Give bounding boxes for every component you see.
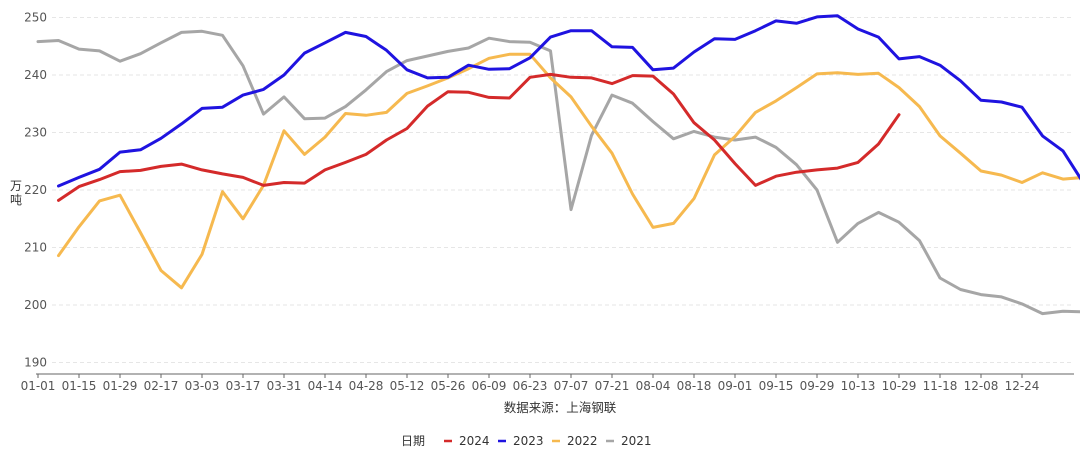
grid-layer <box>52 18 1074 363</box>
x-tick-label: 10-13 <box>841 379 876 393</box>
x-tick-label: 09-15 <box>759 379 794 393</box>
x-tick-label: 03-17 <box>226 379 261 393</box>
x-tick-label: 01-01 <box>21 379 56 393</box>
legend: 日期 2024 2023 2022 2021 <box>401 434 652 448</box>
series-line-2023 <box>59 16 1080 186</box>
x-tick-label: 11-18 <box>923 379 958 393</box>
y-tick-label: 210 <box>24 241 47 255</box>
y-tick-label: 250 <box>24 11 47 25</box>
series-line-2024 <box>59 74 900 200</box>
legend-label-2023: 2023 <box>513 434 544 448</box>
y-tick-label: 190 <box>24 356 47 370</box>
x-tick-label: 02-17 <box>144 379 179 393</box>
x-tick-label: 07-21 <box>595 379 630 393</box>
x-tick-label: 05-12 <box>390 379 425 393</box>
legend-title: 日期 <box>401 434 425 448</box>
x-tick-label: 08-04 <box>636 379 671 393</box>
y-unit-label: 万吨 <box>10 179 22 207</box>
x-tick-label: 04-14 <box>308 379 343 393</box>
x-tick-label: 12-24 <box>1005 379 1040 393</box>
x-tick-label: 09-29 <box>800 379 835 393</box>
y-tick-label: 240 <box>24 68 47 82</box>
x-tick-label: 03-03 <box>185 379 220 393</box>
x-tick-label: 10-29 <box>882 379 917 393</box>
x-tick-label: 05-26 <box>431 379 466 393</box>
y-tick-label: 200 <box>24 298 47 312</box>
axis-layer: 190 200 210 220 230 240 250 01-01 01-15 01-29 02-1… <box>21 11 1074 394</box>
x-tick-label: 01-29 <box>103 379 138 393</box>
x-tick-label: 09-01 <box>718 379 753 393</box>
x-tick-label: 06-23 <box>513 379 548 393</box>
y-tick-label: 220 <box>24 183 47 197</box>
series-layer <box>38 16 1080 314</box>
y-unit-char: 吨 <box>10 193 22 207</box>
y-tick-label: 230 <box>24 126 47 140</box>
x-tick-label: 12-08 <box>964 379 999 393</box>
x-tick-label: 03-31 <box>267 379 302 393</box>
x-tick-label: 07-07 <box>554 379 589 393</box>
legend-label-2021: 2021 <box>621 434 652 448</box>
x-tick-label: 08-18 <box>677 379 712 393</box>
y-unit-char: 万 <box>10 179 22 193</box>
legend-label-2024: 2024 <box>459 434 490 448</box>
legend-label-2022: 2022 <box>567 434 598 448</box>
x-tick-label: 01-15 <box>62 379 97 393</box>
x-axis-title: 数据来源：上海钢联 <box>504 400 617 415</box>
series-line-2021 <box>38 31 1080 313</box>
x-tick-label: 04-28 <box>349 379 384 393</box>
x-tick-label: 06-09 <box>472 379 507 393</box>
